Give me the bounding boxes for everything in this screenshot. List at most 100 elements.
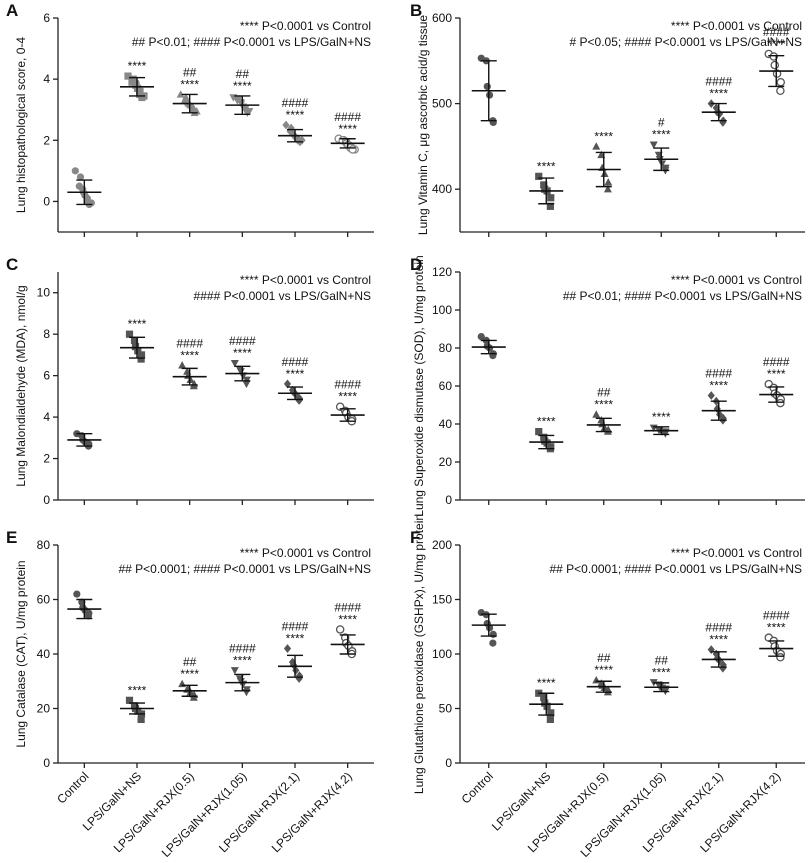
group-1: **** (120, 59, 154, 102)
sig-vs-model: ## (236, 67, 250, 81)
panel-letter: C (6, 255, 18, 274)
data-point (125, 330, 134, 338)
sig-vs-control: **** (128, 683, 147, 697)
y-tick-label: 0 (43, 493, 50, 507)
sig-vs-control: **** (338, 122, 357, 136)
sig-vs-model: #### (705, 621, 732, 635)
sig-vs-model: #### (282, 355, 309, 369)
data-point (176, 90, 185, 98)
sig-vs-control: **** (652, 665, 671, 679)
y-tick-label: 60 (37, 593, 51, 607)
x-category-label: LPS/GalN+NS (489, 769, 553, 833)
data-point (715, 109, 724, 119)
group-2: ****## (586, 651, 621, 696)
y-tick-label: 400 (432, 182, 452, 196)
data-point (335, 625, 345, 634)
sig-vs-control: **** (286, 108, 305, 122)
group-5: ****#### (330, 378, 365, 426)
data-point (287, 123, 295, 133)
data-point (776, 77, 786, 87)
panel-letter: D (410, 255, 422, 274)
sig-vs-control: **** (594, 663, 613, 677)
data-point (189, 693, 198, 701)
group-4: ****#### (278, 96, 312, 147)
y-tick-label: 100 (432, 303, 452, 317)
group-4: ****#### (278, 355, 312, 405)
data-point (535, 172, 543, 180)
data-point (485, 624, 494, 632)
data-point (130, 336, 139, 344)
y-axis-label: Lung Malondialdehyde (MDA), nmol/g (14, 285, 28, 486)
data-point (600, 169, 609, 177)
group-1: **** (529, 159, 564, 210)
significance-note: **** P<0.0001 vs Control (240, 19, 371, 33)
y-tick-label: 200 (432, 538, 452, 552)
data-point (604, 178, 613, 186)
data-point (230, 360, 239, 368)
data-point (283, 379, 292, 389)
data-point (84, 612, 93, 620)
group-1: **** (529, 415, 564, 453)
data-point (592, 142, 601, 150)
data-point (125, 696, 134, 704)
sig-vs-control: **** (537, 676, 556, 690)
sig-vs-control: **** (537, 415, 556, 429)
sig-vs-control: **** (594, 398, 613, 412)
data-point (124, 72, 132, 80)
x-category-label: Control (459, 769, 496, 806)
data-point (543, 439, 551, 447)
group-4: ****#### (278, 620, 312, 683)
data-point (295, 396, 303, 405)
sig-vs-model: ## (183, 65, 197, 79)
data-point (134, 707, 142, 715)
group-3: ****#### (225, 641, 260, 697)
significance-note: #### P<0.0001 vs LPS/GalN+NS (194, 289, 371, 303)
group-0 (471, 333, 506, 360)
group-5: ****#### (330, 110, 365, 154)
panel-letter: E (6, 528, 17, 547)
y-tick-label: 20 (439, 455, 453, 469)
data-point (186, 687, 195, 696)
data-point (719, 118, 727, 127)
sig-vs-control: **** (233, 79, 252, 93)
sig-vs-model: #### (176, 336, 203, 350)
sig-vs-model: #### (705, 367, 732, 381)
panel-d: D 0 20 40 60 80 100 120 Lung Superoxide dismutas… (410, 255, 805, 517)
y-axis-label: Lung Superoxide dismutase (SOD), U/mg pr… (412, 255, 426, 516)
sig-vs-model: #### (763, 355, 790, 369)
y-tick-label: 0 (445, 756, 452, 770)
panel-letter: F (410, 528, 420, 547)
sig-vs-control: **** (338, 612, 357, 626)
significance-note: ## P<0.01; #### P<0.0001 vs LPS/GalN+NS (132, 35, 371, 49)
sig-vs-control: **** (767, 621, 786, 635)
data-point (547, 194, 555, 202)
sig-vs-model: ## (655, 653, 669, 667)
panel-letter: B (410, 1, 422, 20)
y-tick-label: 150 (432, 593, 452, 607)
group-2: ****## (172, 655, 207, 701)
y-tick-label: 20 (37, 702, 51, 716)
data-point (707, 391, 715, 400)
data-point (134, 347, 142, 355)
sig-vs-control: **** (180, 348, 199, 362)
y-axis-label: Lung histopathological score, 0-4 (14, 37, 28, 213)
sig-vs-control: **** (338, 390, 357, 404)
group-5: ****#### (759, 25, 794, 96)
group-3: ****## (644, 653, 679, 696)
data-point (776, 653, 785, 662)
significance-note: ## P<0.0001; #### P<0.0001 vs LPS/GalN+N… (118, 562, 371, 576)
sig-vs-model: #### (282, 96, 309, 110)
sig-vs-control: **** (709, 633, 728, 647)
significance-note: **** P<0.0001 vs Control (240, 273, 371, 287)
y-tick-label: 500 (432, 97, 452, 111)
data-point (489, 639, 497, 647)
sig-vs-control: **** (767, 37, 786, 51)
data-point (547, 709, 555, 717)
y-tick-label: 6 (43, 369, 50, 383)
group-1: **** (120, 683, 154, 723)
panel-e: E 0 20 40 60 80 Lung Catalase (CAT), U/mg prot… (6, 528, 374, 860)
sig-vs-control: **** (286, 632, 305, 646)
y-tick-label: 4 (43, 410, 50, 424)
sig-vs-control: **** (286, 367, 305, 381)
